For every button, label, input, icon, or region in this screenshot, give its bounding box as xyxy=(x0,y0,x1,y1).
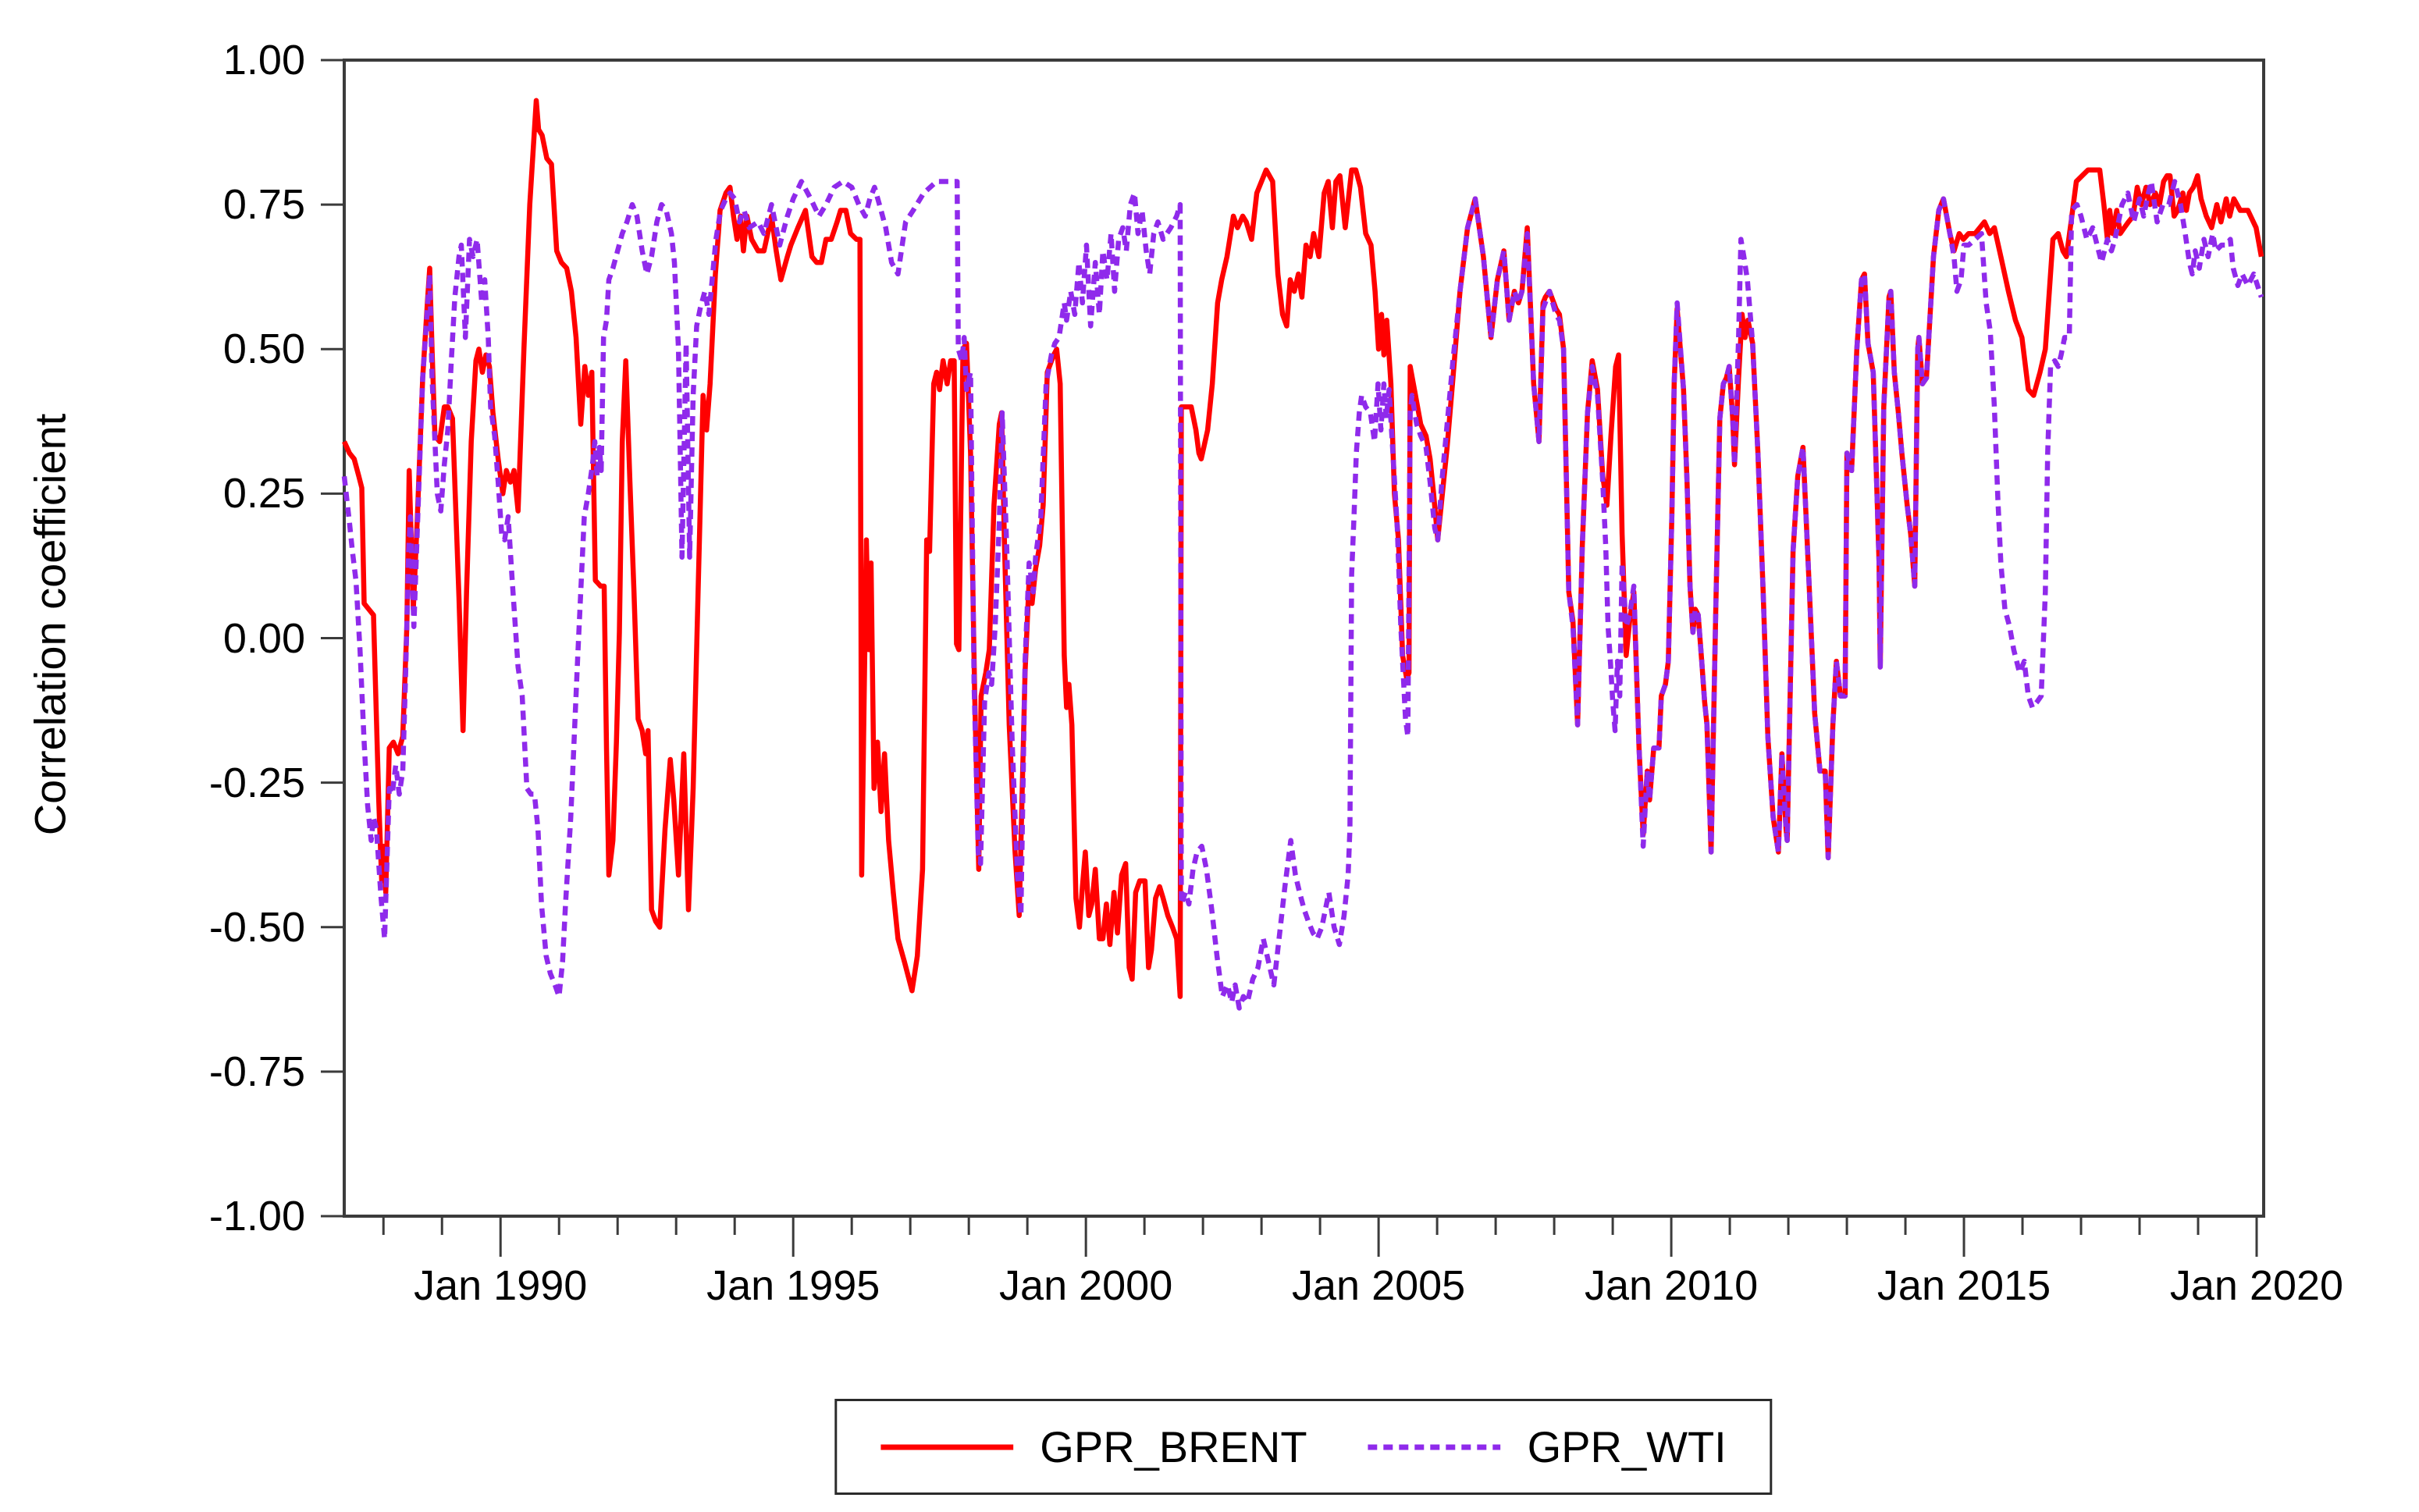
y-tick-label: -0.50 xyxy=(208,903,305,951)
x-tick-label: Jan 2010 xyxy=(1584,1262,1759,1309)
legend-item-gpr-brent: GPR_BRENT xyxy=(880,1421,1307,1472)
gpr-wti-line-sample xyxy=(1368,1444,1501,1450)
y-tick-label: -0.25 xyxy=(208,759,305,806)
x-tick-label: Jan 2020 xyxy=(2169,1262,2344,1309)
legend-label-gpr-brent: GPR_BRENT xyxy=(1040,1422,1307,1471)
y-tick-label: 0.50 xyxy=(222,326,305,373)
x-tick-label: Jan 1995 xyxy=(706,1262,880,1309)
gpr-brent-line-sample xyxy=(880,1444,1014,1450)
y-tick-label: 0.75 xyxy=(222,181,305,229)
legend-label-gpr-wti: GPR_WTI xyxy=(1527,1422,1727,1471)
y-tick-label: -0.75 xyxy=(208,1048,305,1095)
series-gpr-brent-line xyxy=(342,98,2264,999)
legend-item-gpr-wti: GPR_WTI xyxy=(1368,1421,1727,1472)
x-tick-label: Jan 2000 xyxy=(999,1262,1173,1309)
y-tick-label: 0.00 xyxy=(222,614,305,662)
x-tick-label: Jan 2015 xyxy=(1877,1262,2051,1309)
y-tick-label: -1.00 xyxy=(208,1193,305,1240)
x-tick-label: Jan 2005 xyxy=(1292,1262,1466,1309)
y-tick-label: 1.00 xyxy=(222,37,305,84)
x-tick-label: Jan 1990 xyxy=(414,1262,588,1309)
legend: GPR_BRENT GPR_WTI xyxy=(834,1399,1773,1495)
y-tick-label: 0.25 xyxy=(222,470,305,518)
